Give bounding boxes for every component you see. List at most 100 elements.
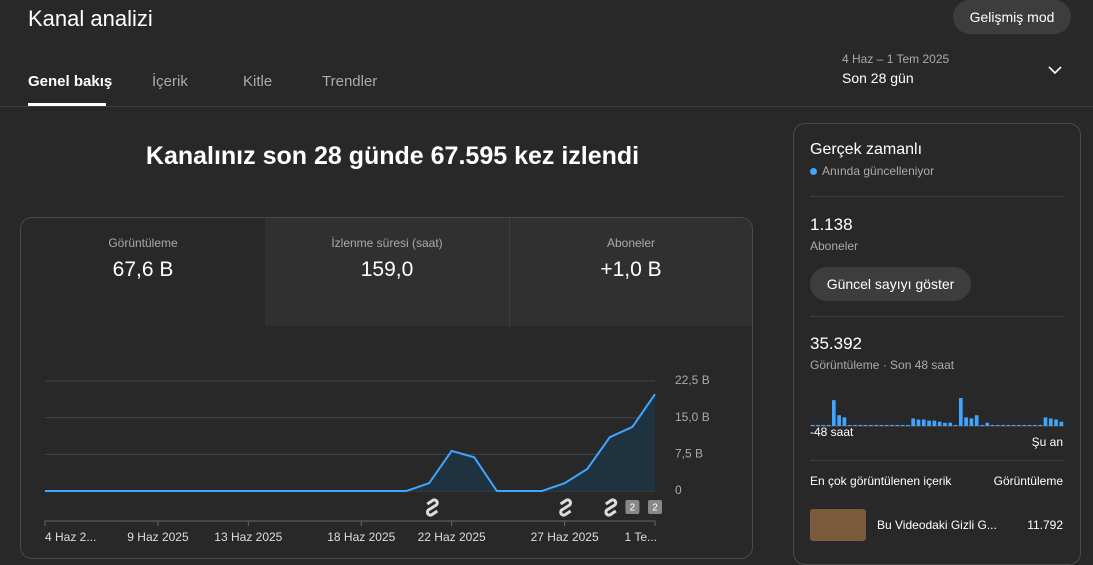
bar bbox=[879, 424, 884, 426]
badge-label: 2 bbox=[652, 503, 658, 514]
x-tick-label: 13 Haz 2025 bbox=[214, 530, 282, 544]
x-tick-label: 1 Te... bbox=[625, 530, 657, 544]
page-title: Kanal analizi bbox=[28, 6, 153, 31]
bar bbox=[980, 424, 984, 426]
show-count-button[interactable]: Güncel sayıyı göster bbox=[810, 267, 971, 301]
badge bbox=[648, 500, 662, 514]
bar bbox=[1011, 424, 1016, 426]
divider bbox=[810, 460, 1063, 461]
bar bbox=[900, 424, 905, 426]
bar bbox=[1017, 424, 1021, 426]
bar bbox=[869, 424, 873, 426]
bar bbox=[932, 420, 937, 426]
bar bbox=[816, 424, 820, 426]
metric-label[interactable]: Görüntüleme bbox=[108, 236, 178, 250]
bar bbox=[1027, 424, 1032, 426]
bar bbox=[1022, 424, 1027, 426]
video-views: 11.792 bbox=[1027, 518, 1063, 532]
x-tick-label: 9 Haz 2025 bbox=[127, 530, 189, 544]
bar bbox=[996, 424, 1000, 426]
bar bbox=[916, 419, 921, 426]
bar bbox=[985, 422, 990, 426]
y-tick-label: 7,5 B bbox=[675, 447, 703, 461]
line-chart: 0 7,5 B 15,0 B 22,5 B 4 Haz 2... 9 Haz 2025 13… bbox=[44, 373, 710, 544]
tab[interactable]: Trendler bbox=[322, 73, 378, 90]
divider bbox=[810, 316, 1063, 317]
metric-label[interactable]: İzlenme süresi (saat) bbox=[331, 236, 443, 250]
shorts-icon bbox=[559, 498, 572, 517]
bar bbox=[927, 420, 931, 426]
metric-label[interactable]: Aboneler bbox=[606, 236, 656, 250]
advanced-mode-button[interactable]: Gelişmiş mod bbox=[953, 0, 1071, 34]
bar bbox=[842, 417, 847, 426]
line bbox=[45, 393, 656, 492]
bar bbox=[921, 419, 926, 426]
metric-value: 159,0 bbox=[360, 258, 414, 281]
bar bbox=[831, 400, 836, 426]
bar bbox=[911, 418, 916, 426]
shorts-icon bbox=[425, 498, 439, 517]
metric-bg bbox=[265, 218, 752, 326]
bar bbox=[837, 415, 841, 426]
axis-start: -48 saat bbox=[810, 425, 854, 439]
bar bbox=[937, 421, 942, 426]
top-content-header: En çok görüntülenen içerik bbox=[810, 474, 952, 488]
chart-card: Görüntüleme 67,6 B İzlenme süresi (saat)… bbox=[20, 217, 753, 559]
area bbox=[45, 394, 655, 491]
bar bbox=[858, 424, 863, 426]
tab-indicator bbox=[28, 103, 106, 106]
date-range[interactable]: 4 Haz – 1 Tem 2025 bbox=[842, 52, 950, 66]
divider bbox=[810, 196, 1063, 197]
x-tick-label: 22 Haz 2025 bbox=[418, 530, 486, 544]
badge bbox=[625, 500, 640, 514]
dropdown-icon[interactable] bbox=[1047, 64, 1063, 76]
bar bbox=[826, 424, 831, 426]
realtime-title: Gerçek zamanlı bbox=[810, 141, 923, 158]
bar bbox=[1054, 419, 1058, 426]
headline: Kanalınız son 28 günde 67.595 kez izlend… bbox=[145, 142, 640, 170]
badge-label: 2 bbox=[630, 503, 636, 514]
bar bbox=[964, 417, 968, 426]
x-tick-label: 27 Haz 2025 bbox=[531, 530, 599, 544]
top-content-column: Görüntüleme bbox=[993, 474, 1063, 488]
bar bbox=[1006, 424, 1011, 426]
bar bbox=[1048, 418, 1053, 426]
bar bbox=[821, 424, 826, 426]
metric-divider bbox=[509, 218, 510, 326]
y-tick-label: 15,0 B bbox=[675, 410, 710, 424]
bar bbox=[906, 424, 910, 426]
bar bbox=[810, 424, 815, 426]
bar bbox=[990, 424, 995, 426]
bar bbox=[969, 418, 974, 426]
bar bbox=[948, 422, 953, 426]
divider bbox=[0, 106, 1093, 107]
bar bbox=[958, 398, 963, 426]
y-tick-label: 0 bbox=[675, 483, 682, 497]
video-title[interactable]: Bu Videodaki Gizli G... bbox=[877, 518, 997, 532]
bar bbox=[1038, 424, 1043, 426]
bar bbox=[884, 424, 889, 426]
mini-bar-chart bbox=[810, 398, 1064, 427]
tab[interactable]: İçerik bbox=[152, 73, 188, 90]
y-tick-label: 22,5 B bbox=[675, 373, 710, 387]
video-thumbnail[interactable] bbox=[810, 509, 866, 541]
bar bbox=[953, 424, 958, 426]
bar bbox=[1043, 417, 1048, 426]
tab[interactable]: Kitle bbox=[243, 73, 273, 90]
x-tick-label: 18 Haz 2025 bbox=[327, 530, 395, 544]
period[interactable]: Son 28 gün bbox=[842, 70, 914, 86]
metric-value: 67,6 B bbox=[112, 258, 174, 281]
bar bbox=[1059, 421, 1064, 426]
bar bbox=[895, 424, 900, 426]
bar bbox=[863, 424, 868, 426]
axis-end: Şu an bbox=[1031, 435, 1063, 449]
bar bbox=[943, 422, 947, 426]
views-label: Görüntüleme · Son 48 saat bbox=[810, 358, 955, 372]
bar bbox=[847, 424, 852, 426]
bar bbox=[874, 424, 878, 426]
bar bbox=[853, 424, 857, 426]
tab[interactable]: Genel bakış bbox=[28, 73, 113, 90]
live-dot bbox=[810, 168, 817, 175]
bar bbox=[974, 415, 979, 426]
